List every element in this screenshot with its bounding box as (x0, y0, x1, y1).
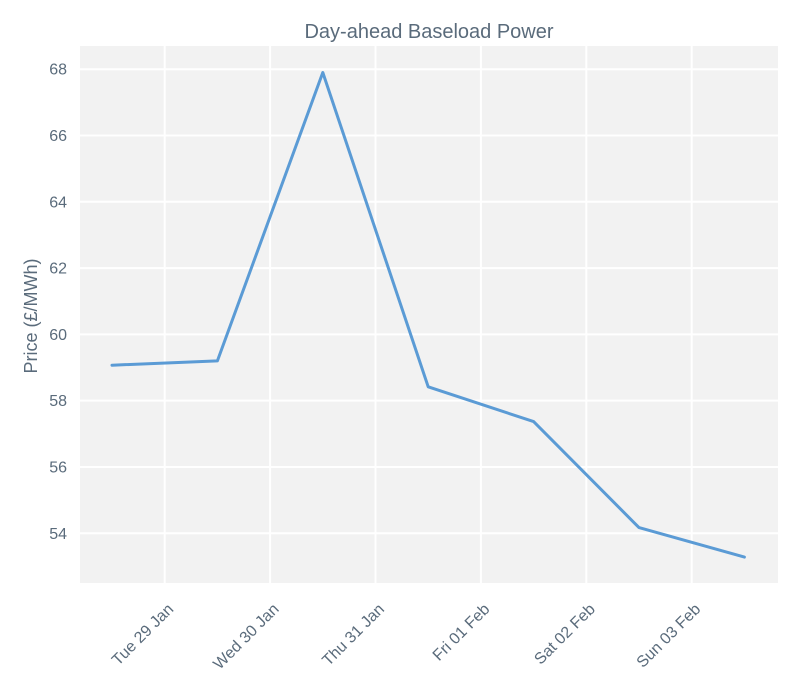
x-tick-label: Sun 03 Feb (634, 601, 705, 672)
y-tick-label: 58 (49, 393, 67, 410)
series-line (110, 71, 746, 559)
x-tick-label: Thu 31 Jan (319, 601, 388, 670)
x-tick-label: Tue 29 Jan (109, 601, 177, 669)
grid-lines (80, 46, 778, 583)
plot-area (80, 46, 778, 583)
x-tick-label: Sat 02 Feb (531, 601, 598, 668)
y-tick-label: 54 (49, 526, 67, 543)
y-tick-label: 62 (49, 261, 67, 278)
y-axis-label: Price (£/MWh) (21, 258, 41, 373)
series-layer (110, 71, 746, 559)
y-tick-label: 68 (49, 62, 67, 79)
x-axis-ticks: Tue 29 Jan Wed 30 Jan Thu 31 Jan Fri 01 Feb… (109, 601, 704, 673)
x-tick-label: Wed 30 Jan (210, 601, 282, 673)
y-tick-label: 66 (49, 128, 67, 145)
x-tick-label: Fri 01 Feb (430, 601, 494, 665)
y-axis-ticks: 54 56 58 60 62 64 66 68 (49, 62, 67, 543)
chart-title: Day-ahead Baseload Power (304, 21, 553, 43)
y-tick-label: 60 (49, 327, 67, 344)
y-tick-label: 56 (49, 459, 67, 476)
y-tick-label: 64 (49, 194, 67, 211)
